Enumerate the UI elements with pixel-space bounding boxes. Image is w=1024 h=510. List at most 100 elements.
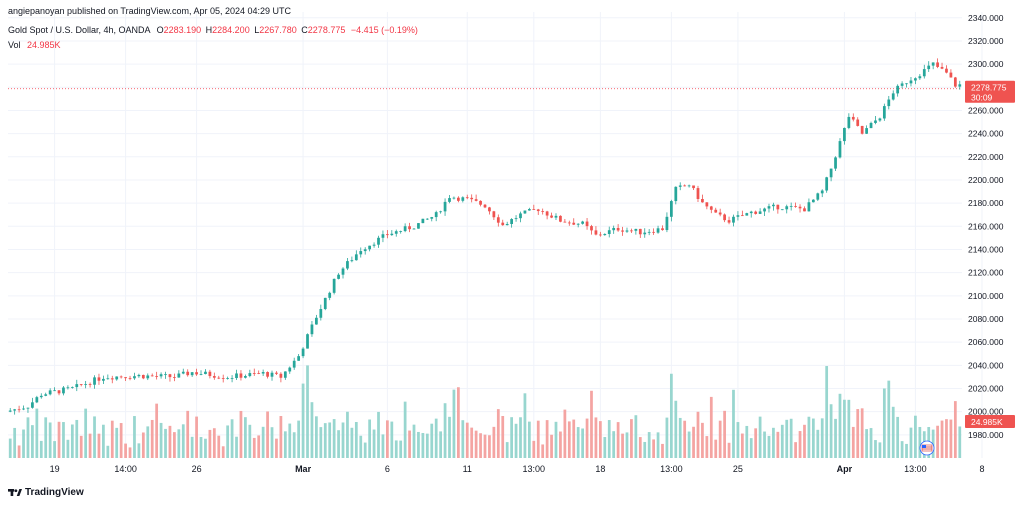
candle-body (687, 185, 691, 187)
candle-body (891, 93, 895, 100)
volume-bar (417, 431, 420, 458)
candle-body (523, 210, 527, 214)
volume-bar (8, 438, 12, 458)
volume-bar (421, 433, 425, 458)
candle-body (13, 409, 17, 411)
time-tick-label: 18 (595, 464, 605, 474)
volume-bar (141, 432, 145, 458)
volume-bar (159, 422, 163, 458)
candle-body (93, 377, 96, 385)
volume-bar (785, 419, 789, 458)
candle-body (896, 85, 900, 94)
candle-body (621, 230, 624, 232)
tradingview-footer[interactable]: TradingView (8, 487, 84, 498)
candle-body (181, 371, 185, 374)
ohlc-change: −4.415 (−0.19%) (350, 25, 418, 35)
candle-body (381, 234, 385, 238)
price-tick-label: 2100.000 (968, 291, 1004, 301)
candle-body (630, 230, 633, 232)
volume-bar (110, 420, 114, 458)
candle-body (323, 297, 327, 310)
candle-body (261, 372, 265, 374)
time-tick-label: 13:00 (904, 464, 927, 474)
candle-body (346, 261, 349, 269)
time-tick-label: Mar (295, 464, 312, 474)
volume-bar (315, 416, 318, 458)
candle-body (150, 375, 154, 377)
candle-body (266, 372, 269, 377)
volume-bar (696, 411, 700, 458)
volume-bar (70, 424, 74, 458)
volume-bar (789, 418, 793, 458)
volume-bar (181, 424, 185, 458)
candle-body (922, 69, 926, 77)
volume-bar (474, 430, 478, 458)
volume-bar (62, 422, 65, 458)
candle-body (66, 387, 70, 389)
candle-body (958, 84, 962, 87)
volume-bar (736, 422, 740, 458)
volume-bar (953, 401, 957, 458)
volume-bar (270, 427, 274, 458)
volume-bar (408, 430, 411, 458)
volume-bar (630, 419, 633, 458)
volume-bar (714, 439, 718, 458)
candle-body (798, 206, 802, 209)
flag-icon[interactable] (919, 440, 935, 456)
candle-body (807, 202, 811, 212)
volume-bar (772, 427, 775, 458)
volume-bar (798, 431, 802, 458)
candle-body (88, 384, 92, 385)
volume-bar (13, 427, 17, 458)
volume-bar (536, 420, 540, 458)
volume-bar (816, 429, 820, 458)
volume-bar (399, 440, 403, 458)
volume-bar (235, 436, 238, 458)
ohlc-open-value: 2283.190 (163, 25, 202, 35)
volume-bar (26, 417, 30, 458)
volume-bar (603, 437, 607, 458)
tradingview-brand: TradingView (25, 487, 84, 498)
price-tick-label: 2200.000 (968, 175, 1004, 185)
candle-body (763, 208, 766, 212)
volume-bar (217, 435, 221, 458)
candle-body (669, 201, 673, 217)
candle-body (634, 228, 638, 231)
candle-body (226, 378, 230, 379)
volume-bar (84, 408, 88, 458)
candle-body (372, 244, 376, 246)
time-axis[interactable]: 19 14:00 26 Mar 6 11 13:00 18 13:00 25 Apr 13:00 8 (50, 464, 985, 474)
volume-bars (8, 365, 962, 458)
candle-body (772, 204, 775, 207)
volume-label[interactable]: Vol (8, 40, 21, 50)
candle-body (754, 211, 758, 214)
candle-body (900, 83, 904, 86)
candle-body (851, 116, 855, 120)
price-axis[interactable]: 1980.000 2000.000 2020.000 2040.000 2060.000… (968, 13, 1004, 440)
candle-body (195, 372, 198, 375)
volume-bar (452, 389, 456, 458)
volume-bar (381, 434, 385, 458)
volume-bar (48, 422, 52, 458)
candle-body (434, 212, 438, 218)
candle-body (84, 384, 88, 385)
volume-bar (749, 438, 753, 458)
volume-bar (523, 393, 527, 458)
candle-body (696, 188, 700, 199)
volume-bar (763, 431, 766, 458)
candle-body (44, 394, 48, 396)
candle-body (705, 202, 709, 207)
symbol-title[interactable]: Gold Spot / U.S. Dollar, 4h, OANDA (8, 25, 151, 35)
volume-value: 24.985K (27, 40, 61, 50)
volume-bar (803, 424, 806, 458)
volume-bar (266, 411, 269, 458)
candle-body (918, 76, 922, 79)
volume-bar (683, 420, 687, 458)
candle-body (62, 387, 65, 394)
volume-bar (39, 440, 43, 458)
candle-body (306, 334, 309, 349)
volume-bar (44, 417, 48, 458)
volume-bar (190, 436, 194, 458)
